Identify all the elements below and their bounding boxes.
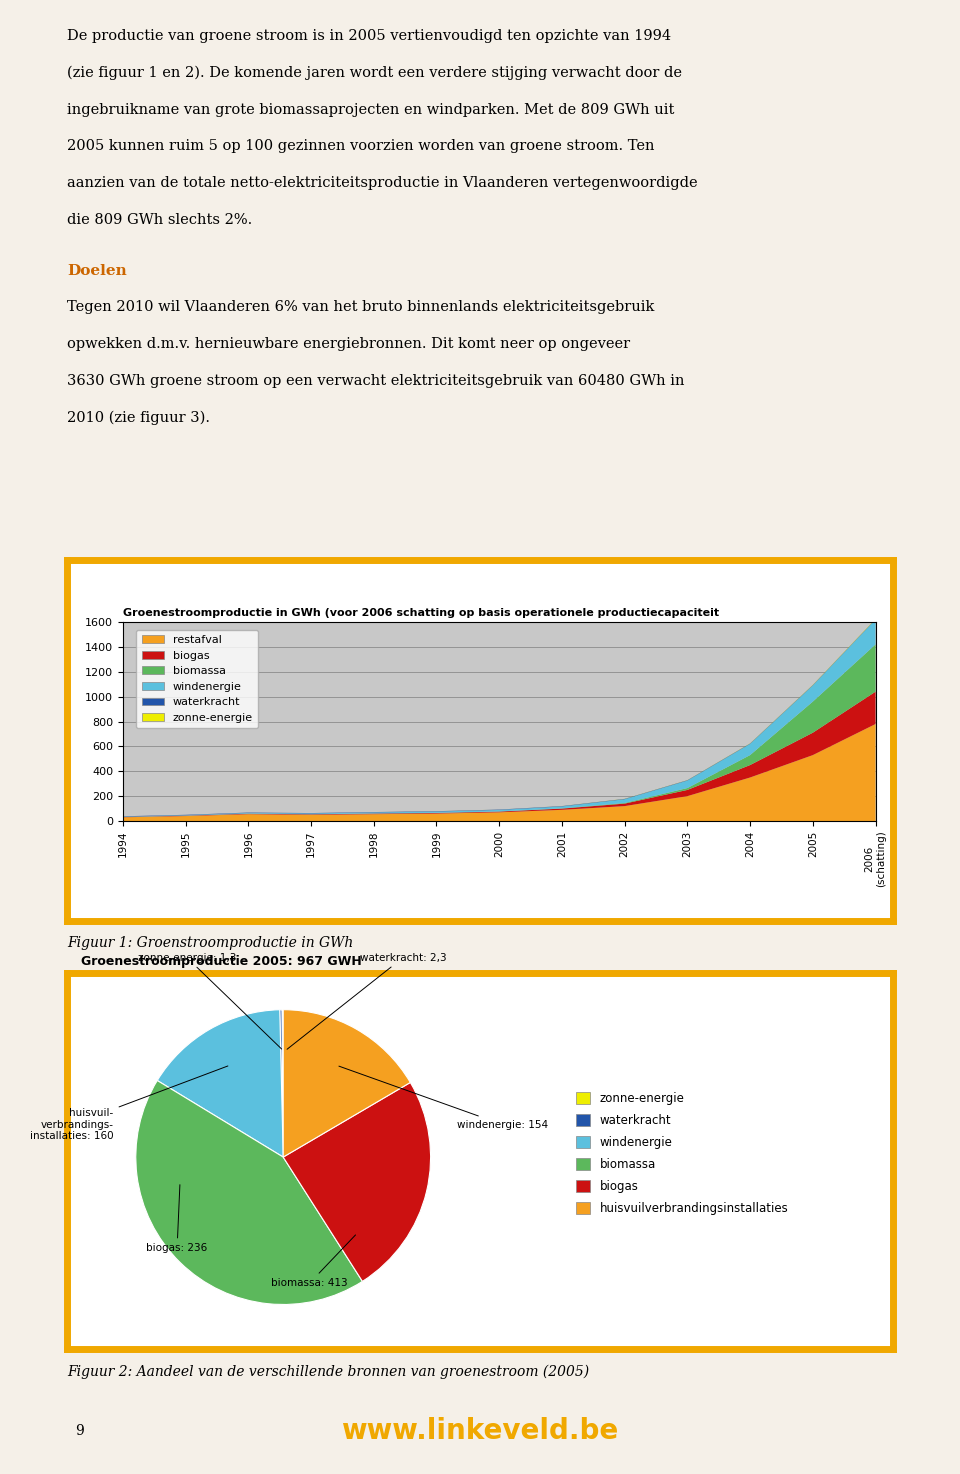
Legend: restafval, biogas, biomassa, windenergie, waterkracht, zonne-energie: restafval, biogas, biomassa, windenergie… [136, 629, 258, 728]
Text: zonne-energie: 1,3: zonne-energie: 1,3 [137, 952, 281, 1049]
Text: aanzien van de totale netto-elektriciteitsproductie in Vlaanderen vertegenwoordi: aanzien van de totale netto-elektricitei… [67, 175, 698, 190]
Text: die 809 GWh slechts 2%.: die 809 GWh slechts 2%. [67, 212, 252, 227]
Text: Doelen: Doelen [67, 264, 127, 277]
Text: windenergie: 154: windenergie: 154 [339, 1066, 548, 1129]
Text: biogas: 236: biogas: 236 [147, 1185, 207, 1253]
Text: Groenestroomproductie 2005: 967 GWH: Groenestroomproductie 2005: 967 GWH [81, 955, 361, 967]
Text: 9: 9 [76, 1424, 84, 1439]
Text: De productie van groene stroom is in 2005 vertienvoudigd ten opzichte van 1994: De productie van groene stroom is in 200… [67, 29, 671, 43]
Wedge shape [282, 1010, 283, 1157]
Text: ingebruikname van grote biomassaprojecten en windparken. Met de 809 GWh uit: ingebruikname van grote biomassaprojecte… [67, 103, 675, 116]
Wedge shape [283, 1010, 410, 1157]
Text: 2010 (zie figuur 3).: 2010 (zie figuur 3). [67, 410, 210, 425]
Text: biomassa: 413: biomassa: 413 [272, 1235, 355, 1288]
Wedge shape [279, 1010, 283, 1157]
Text: opwekken d.m.v. hernieuwbare energiebronnen. Dit komt neer op ongeveer: opwekken d.m.v. hernieuwbare energiebron… [67, 338, 631, 351]
Legend: zonne-energie, waterkracht, windenergie, biomassa, biogas, huisvuilverbrandingsi: zonne-energie, waterkracht, windenergie,… [570, 1086, 794, 1220]
Text: Figuur 1: Groenstroomproductie in GWh: Figuur 1: Groenstroomproductie in GWh [67, 936, 353, 949]
Text: Tegen 2010 wil Vlaanderen 6% van het bruto binnenlands elektriciteitsgebruik: Tegen 2010 wil Vlaanderen 6% van het bru… [67, 301, 655, 314]
Wedge shape [135, 1080, 363, 1304]
Text: waterkracht: 2,3: waterkracht: 2,3 [287, 952, 446, 1049]
Text: huisvuil-
verbrandings-
installaties: 160: huisvuil- verbrandings- installaties: 16… [30, 1066, 228, 1141]
Text: Groenestroomproductie in GWh (voor 2006 schatting op basis operationele producti: Groenestroomproductie in GWh (voor 2006 … [123, 609, 719, 619]
Text: (zie figuur 1 en 2). De komende jaren wordt een verdere stijging verwacht door d: (zie figuur 1 en 2). De komende jaren wo… [67, 66, 683, 81]
Wedge shape [283, 1082, 431, 1281]
Text: 2005 kunnen ruim 5 op 100 gezinnen voorzien worden van groene stroom. Ten: 2005 kunnen ruim 5 op 100 gezinnen voorz… [67, 140, 655, 153]
Text: www.linkeveld.be: www.linkeveld.be [342, 1418, 618, 1445]
Text: 3630 GWh groene stroom op een verwacht elektriciteitsgebruik van 60480 GWh in: 3630 GWh groene stroom op een verwacht e… [67, 373, 684, 388]
Wedge shape [157, 1010, 283, 1157]
Text: Figuur 2: Aandeel van de verschillende bronnen van groenestroom (2005): Figuur 2: Aandeel van de verschillende b… [67, 1365, 589, 1378]
